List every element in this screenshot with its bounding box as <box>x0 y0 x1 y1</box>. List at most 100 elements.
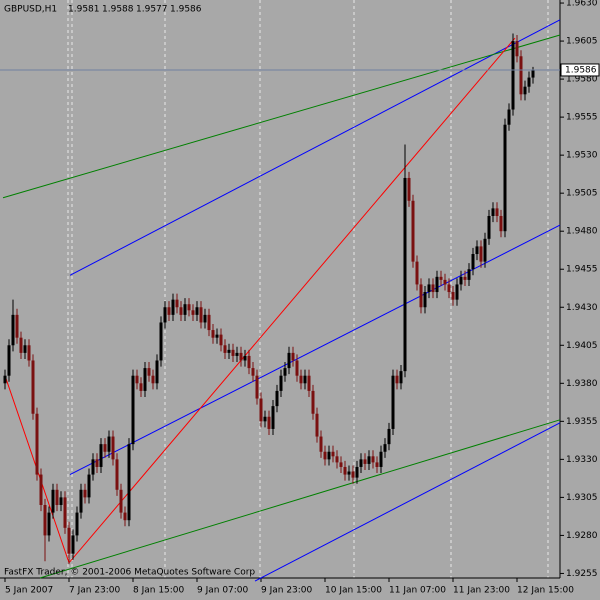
candle-body <box>307 375 311 391</box>
candle-body <box>319 436 323 452</box>
trendline <box>254 422 561 582</box>
candle-body <box>19 337 23 353</box>
candle-body <box>243 355 247 361</box>
candle-body <box>191 310 195 315</box>
candle-body <box>123 512 127 521</box>
candle-body <box>291 352 295 361</box>
candle-body <box>323 451 327 460</box>
candle-body <box>199 307 203 323</box>
candle-body <box>303 375 307 384</box>
candle-body <box>279 375 283 391</box>
candle-body <box>347 471 351 475</box>
candle-body <box>247 355 251 369</box>
footer: FastFX Trader, © 2001-2006 MetaQuotes So… <box>4 568 255 578</box>
y-tick-label: 1.9455 <box>566 265 598 275</box>
y-tick-label: 1.9280 <box>566 531 598 541</box>
candle-body <box>187 304 191 311</box>
candle-body <box>63 497 67 528</box>
x-tick-label: 8 Jan 15:00 <box>133 586 185 596</box>
y-tick-label: 1.9305 <box>566 493 598 503</box>
candle-body <box>255 375 259 399</box>
trendline <box>69 224 561 476</box>
candle-body <box>475 246 479 255</box>
candle-body <box>151 375 155 384</box>
candle-body <box>103 444 107 452</box>
trendline <box>2 34 561 199</box>
candle-body <box>459 276 463 285</box>
y-tick-label: 1.9255 <box>566 569 598 579</box>
candle-body <box>515 41 519 57</box>
candle-body <box>527 77 531 87</box>
candle-body <box>27 345 31 361</box>
y-tick-label: 1.9405 <box>566 341 598 351</box>
candle-body <box>343 466 347 475</box>
candle-body <box>495 208 499 216</box>
candle-body <box>523 86 527 95</box>
candle-body <box>487 215 491 239</box>
candle-body <box>83 489 87 498</box>
candle-body <box>419 284 423 308</box>
candle-body <box>351 471 355 478</box>
candle-body <box>107 436 111 452</box>
candle-body <box>223 345 227 353</box>
candle-body <box>231 349 235 356</box>
last-price-box <box>560 63 600 77</box>
candle-body <box>119 489 123 513</box>
candle-body <box>11 314 15 346</box>
candle-body <box>91 459 95 475</box>
y-tick-label: 1.9355 <box>566 417 598 427</box>
candle-body <box>111 436 115 460</box>
candle-body <box>171 299 175 315</box>
candle-body <box>375 462 379 467</box>
candle-body <box>79 489 83 513</box>
x-tick-label: 9 Jan 23:00 <box>261 586 313 596</box>
candle-body <box>471 254 475 270</box>
candle-body <box>275 390 279 407</box>
candle-body <box>331 451 335 457</box>
candle-body <box>67 527 71 554</box>
x-tick-label: 11 Jan 23:00 <box>453 586 510 596</box>
candle-body <box>503 124 507 232</box>
candle-body <box>311 390 315 414</box>
candle-body <box>227 349 231 353</box>
candle-body <box>335 456 339 463</box>
candle-body <box>479 246 483 262</box>
last-high: 1.9588 <box>102 5 134 15</box>
candle-body <box>383 444 387 452</box>
candle-body <box>355 466 359 478</box>
candle-body <box>499 215 503 232</box>
candle-body <box>59 497 63 505</box>
candle-body <box>387 428 391 445</box>
candle-body <box>263 416 267 422</box>
candle-body <box>447 284 451 293</box>
candle-body <box>35 413 39 475</box>
candle-body <box>179 307 183 315</box>
candle-body <box>267 416 271 429</box>
x-tick-label: 12 Jan 15:00 <box>517 586 574 596</box>
last-price-label: 1.9586 <box>565 65 597 75</box>
y-tick-label: 1.9380 <box>566 379 598 389</box>
candle-body <box>371 456 375 463</box>
candle-body <box>519 56 523 95</box>
candle-body <box>435 276 439 293</box>
candle-body <box>463 276 467 280</box>
candle-body <box>147 368 151 376</box>
candle-body <box>195 307 199 315</box>
candle-body <box>155 360 159 384</box>
candle-body <box>175 299 179 308</box>
candle-body <box>395 375 399 384</box>
candle-body <box>131 375 135 445</box>
last-close: 1.9586 <box>170 5 202 15</box>
candle-body <box>451 292 455 300</box>
candle-body <box>283 368 287 376</box>
candle-body <box>95 459 99 467</box>
candle-body <box>399 371 403 384</box>
candle-body <box>251 368 255 376</box>
candle-body <box>507 109 511 125</box>
y-tick-label: 1.9580 <box>566 75 598 85</box>
candle-body <box>531 69 535 78</box>
candle-body <box>327 451 331 460</box>
y-tick-label: 1.9480 <box>566 227 598 237</box>
candle-body <box>15 314 19 338</box>
